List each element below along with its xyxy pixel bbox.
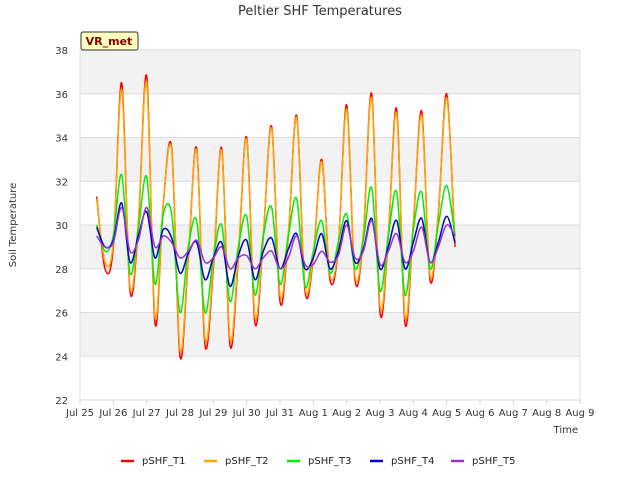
x-tick-label: Aug 1 [299, 408, 328, 419]
x-tick-label: Jul 26 [98, 408, 127, 419]
y-axis-label: Soil Temperature [8, 183, 19, 268]
legend-label-pshf_t2: pSHF_T2 [225, 456, 268, 467]
site-badge-text: VR_met [86, 35, 133, 48]
series-line-pshf_t2 [95, 80, 456, 353]
grid-band [80, 50, 580, 94]
y-tick-label: 32 [55, 177, 68, 188]
x-tick-label: Jul 30 [232, 408, 261, 419]
x-tick-label: Jul 29 [198, 408, 227, 419]
x-tick-label: Aug 7 [499, 408, 528, 419]
y-axis-ticks: 22 24 26 28 30 32 34 36 38 [55, 46, 68, 407]
y-tick-label: 22 [55, 396, 68, 407]
y-tick-label: 38 [55, 46, 68, 57]
x-tick-label: Aug 8 [532, 408, 561, 419]
site-badge: VR_met [80, 31, 139, 51]
x-tick-label: Aug 5 [432, 408, 461, 419]
y-tick-label: 36 [55, 90, 68, 101]
legend-label-pshf_t3: pSHF_T3 [308, 456, 351, 467]
legend-label-pshf_t1: pSHF_T1 [142, 456, 185, 467]
x-tick-label: Aug 3 [365, 408, 394, 419]
y-tick-label: 30 [55, 221, 68, 232]
x-tick-label: Aug 9 [565, 408, 594, 419]
y-tick-label: 28 [55, 265, 68, 276]
x-tick-label: Jul 27 [132, 408, 161, 419]
y-tick-label: 24 [55, 352, 68, 363]
grid-lines [79, 49, 581, 401]
x-axis-ticks: Jul 25 Jul 26 Jul 27 Jul 28 Jul 29 Jul 30 Jul … [65, 400, 595, 419]
x-tick-label: Jul 28 [165, 408, 194, 419]
y-tick-label: 34 [55, 134, 68, 145]
x-tick-label: Aug 4 [399, 408, 428, 419]
grid-band [80, 312, 580, 357]
grid-band [80, 137, 580, 182]
series-line-pshf_t5 [96, 206, 456, 270]
series-line-pshf_t4 [96, 202, 456, 288]
legend-label-pshf_t5: pSHF_T5 [472, 456, 515, 467]
series-line-pshf_t3 [95, 173, 456, 314]
series-lines [95, 74, 456, 360]
x-tick-label: Aug 6 [465, 408, 494, 419]
x-tick-label: Jul 31 [265, 408, 294, 419]
chart-title: Peltier SHF Temperatures [238, 4, 402, 19]
y-tick-label: 26 [55, 309, 68, 320]
x-axis-label: Time [553, 425, 578, 436]
legend: pSHF_T1 pSHF_T2 pSHF_T3 pSHF_T4 pSHF_T5 [121, 456, 515, 467]
x-tick-label: Aug 2 [332, 408, 361, 419]
site-badge-box [80, 31, 139, 51]
x-tick-label: Jul 25 [65, 408, 94, 419]
legend-label-pshf_t4: pSHF_T4 [391, 456, 434, 467]
plot-frame [79, 49, 581, 401]
